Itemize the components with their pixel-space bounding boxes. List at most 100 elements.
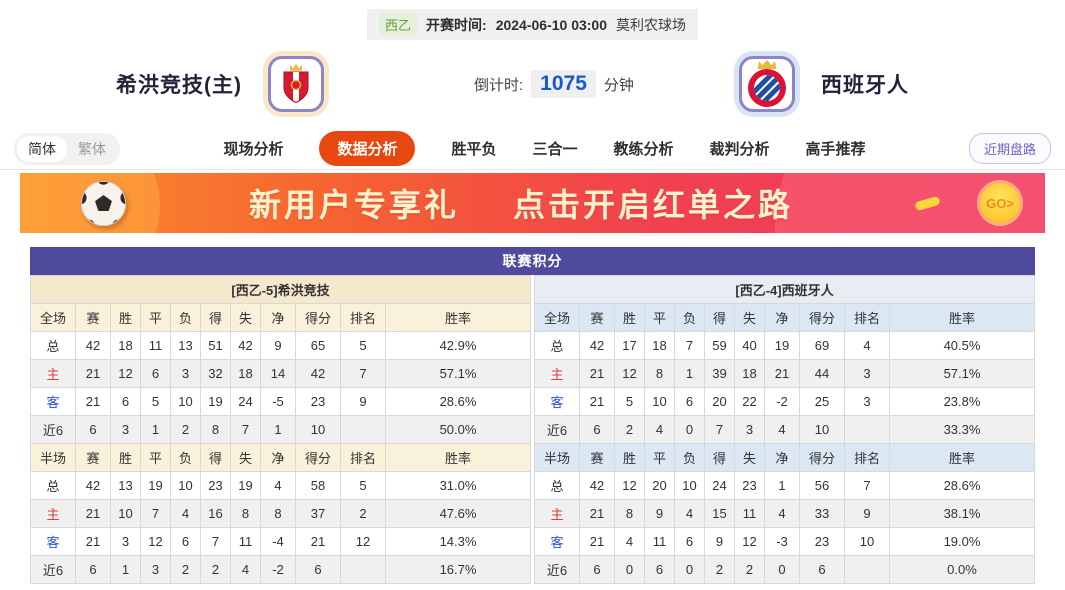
nav-tab[interactable]: 高手推荐: [805, 141, 866, 158]
stat-cell: 1: [110, 555, 141, 584]
lang-simplified[interactable]: 简体: [17, 135, 67, 162]
go-button[interactable]: GO>: [980, 183, 1020, 223]
table-row: 近6 6 2 4 0 7 3 4 10 33.3%: [534, 415, 1035, 444]
stat-cell: 24: [230, 387, 261, 416]
stat-cell: 6: [75, 555, 111, 584]
nav-tab[interactable]: 教练分析: [613, 141, 674, 158]
nav-tab[interactable]: 数据分析: [319, 131, 416, 166]
stat-cell: 42: [75, 471, 111, 500]
gold-dash-icon: [914, 195, 941, 211]
column-header: 负: [170, 303, 201, 332]
league-badge[interactable]: 西乙: [379, 13, 418, 36]
stat-cell: 51: [200, 331, 231, 360]
row-label: 近6: [534, 415, 580, 444]
stat-cell: 10: [674, 471, 705, 500]
stat-cell: 8: [260, 499, 296, 528]
stat-cell: 9: [704, 527, 735, 556]
row-label: 总: [30, 331, 76, 360]
stat-cell: 2: [734, 555, 765, 584]
stat-cell: 17: [614, 331, 645, 360]
sporting-gijon-crest-icon: [283, 64, 309, 104]
stat-cell: 18: [734, 359, 765, 388]
stat-cell: 44: [799, 359, 845, 388]
stat-cell: 9: [260, 331, 296, 360]
stat-cell: 3: [844, 387, 890, 416]
row-label: 主: [534, 499, 580, 528]
stat-cell: 18: [230, 359, 261, 388]
stat-cell: [844, 415, 890, 444]
away-team-crest-icon[interactable]: [739, 56, 795, 112]
row-label: 总: [534, 471, 580, 500]
stat-cell: 18: [644, 331, 675, 360]
stat-cell: 40: [734, 331, 765, 360]
stat-cell: 10: [644, 387, 675, 416]
stat-cell: 8: [200, 415, 231, 444]
stat-cell: 7: [200, 527, 231, 556]
banner-title: 新用户专享礼 点击开启红单之路: [127, 180, 915, 226]
stat-cell: 13: [170, 331, 201, 360]
stat-cell: 10: [110, 499, 141, 528]
nav-tab[interactable]: 现场分析: [223, 141, 284, 158]
stat-cell: 10: [295, 415, 341, 444]
stat-cell: 42: [295, 359, 341, 388]
row-label: 主: [30, 499, 76, 528]
stat-cell: 19: [230, 471, 261, 500]
stat-cell: 21: [579, 387, 615, 416]
stat-cell: 21: [75, 387, 111, 416]
column-header: 负: [674, 303, 705, 332]
kickoff-label: 开赛时间:: [426, 16, 487, 33]
stat-cell: 39: [704, 359, 735, 388]
stat-cell: 21: [75, 359, 111, 388]
row-label: 主: [534, 359, 580, 388]
stat-cell: 7: [340, 359, 386, 388]
nav-tab[interactable]: 裁判分析: [709, 141, 770, 158]
column-header: 失: [734, 443, 765, 472]
row-label: 主: [30, 359, 76, 388]
stat-cell: 69: [799, 331, 845, 360]
column-header: 净: [764, 443, 800, 472]
column-header: 胜率: [889, 443, 1035, 472]
stat-cell: 7: [674, 331, 705, 360]
venue: 莫利农球场: [616, 16, 686, 33]
countdown-label: 倒计时:: [474, 76, 524, 94]
stat-cell: 12: [614, 471, 645, 500]
column-header-row: 全场赛胜平负得失净得分 排名 胜率: [30, 303, 531, 332]
stat-cell: 4: [230, 555, 261, 584]
stat-cell: 47.6%: [385, 499, 531, 528]
home-team-crest-icon[interactable]: [268, 56, 324, 112]
stat-cell: 23: [799, 527, 845, 556]
table-row: 客 21 3 12 6 7 11 -4 21 12 14.3%: [30, 527, 531, 556]
stat-cell: 6: [644, 555, 675, 584]
column-header: 净: [764, 303, 800, 332]
recent-odds-button[interactable]: 近期盘路: [968, 133, 1051, 164]
stat-cell: 2: [170, 555, 201, 584]
home-table-team-header: [西乙-5]希洪竞技: [30, 275, 531, 304]
stat-cell: 10: [170, 387, 201, 416]
stat-cell: 6: [295, 555, 341, 584]
stat-cell: 5: [340, 331, 386, 360]
stat-cell: 23: [734, 471, 765, 500]
stat-cell: 5: [614, 387, 645, 416]
stat-cell: 33: [799, 499, 845, 528]
nav-tab[interactable]: 胜平负: [451, 141, 497, 158]
stat-cell: 0: [674, 555, 705, 584]
stat-cell: 7: [704, 415, 735, 444]
lang-traditional[interactable]: 繁体: [78, 140, 106, 157]
stat-cell: 28.6%: [889, 471, 1035, 500]
stat-cell: 16.7%: [385, 555, 531, 584]
banner-title-part1: 新用户专享礼: [249, 187, 460, 223]
stat-cell: 59: [704, 331, 735, 360]
stat-cell: 8: [230, 499, 261, 528]
stat-cell: 42: [579, 331, 615, 360]
promo-banner[interactable]: 新用户专享礼 点击开启红单之路 GO>: [20, 173, 1045, 233]
stat-cell: 10: [844, 527, 890, 556]
table-row: 主 21 8 9 4 15 11 4 33 9 38.1%: [534, 499, 1035, 528]
column-header: 平: [140, 443, 171, 472]
column-header: 半场: [30, 443, 76, 472]
column-header: 胜: [110, 303, 141, 332]
stat-cell: 2: [200, 555, 231, 584]
nav-tab[interactable]: 三合一: [532, 141, 578, 158]
stat-cell: 32: [200, 359, 231, 388]
kickoff-time: 2024-06-10 03:00: [495, 16, 607, 33]
stat-cell: 12: [140, 527, 171, 556]
